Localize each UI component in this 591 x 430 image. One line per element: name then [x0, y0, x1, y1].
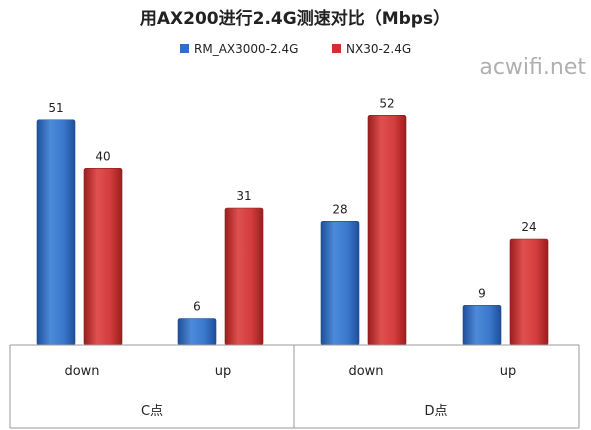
bar-s0-c3: [462, 304, 502, 346]
data-label-s1-c1: 31: [236, 189, 251, 203]
legend-label-1: NX30-2.4G: [346, 42, 411, 56]
bar-s0-c2: [320, 221, 360, 346]
data-label-s1-c0: 40: [95, 149, 110, 163]
bar-s1-c1: [224, 207, 264, 346]
data-label-s1-c2: 52: [379, 96, 394, 110]
category-label-0: down: [64, 364, 99, 379]
category-axis: down up down up C点 D点: [9, 344, 580, 429]
bar-s1-c0: [83, 168, 123, 346]
group-label-c: C点: [141, 404, 163, 419]
data-label-s0-c0: 51: [48, 101, 63, 115]
watermark: acwifi.net: [479, 55, 586, 80]
category-label-1: up: [215, 364, 232, 379]
legend-swatch-1: [332, 44, 341, 53]
legend-label-0: RM_AX3000-2.4G: [194, 42, 298, 56]
bar-s0-c1: [177, 318, 217, 346]
data-label-s0-c3: 9: [478, 286, 486, 300]
data-label-s1-c3: 24: [521, 220, 536, 234]
category-label-2: down: [348, 364, 383, 379]
legend: RM_AX3000-2.4G NX30-2.4G: [180, 42, 411, 56]
bar-s0-c0: [36, 119, 76, 346]
legend-swatch-0: [180, 44, 189, 53]
data-label-s0-c1: 6: [193, 300, 201, 314]
bar-s1-c2: [367, 115, 407, 346]
bar-s1-c3: [509, 238, 549, 346]
chart-title: 用AX200进行2.4G测速对比（Mbps）: [140, 8, 450, 29]
group-label-d: D点: [424, 404, 447, 419]
bars-layer: [36, 115, 549, 346]
data-label-s0-c2: 28: [332, 202, 347, 216]
category-label-3: up: [500, 364, 517, 379]
data-labels-layer: 51 6 28 9 40 31 52 24: [48, 96, 536, 313]
